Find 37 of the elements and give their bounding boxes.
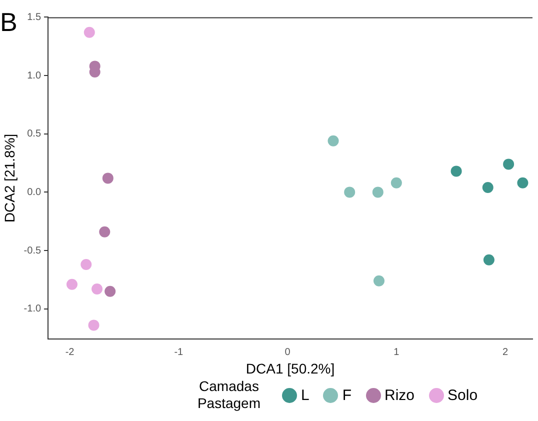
chart-title: B [0, 6, 18, 37]
y-tick-label: 0.5 [27, 128, 42, 140]
point [373, 275, 384, 286]
point [483, 254, 494, 266]
y-axis-title: DCA2 [21.8%] [1, 134, 18, 223]
x-tick-label: 2 [502, 346, 508, 358]
point [372, 186, 384, 198]
legend-label: Solo [448, 386, 478, 404]
y-tick-label: 1.0 [27, 70, 42, 82]
point [88, 320, 100, 331]
point [450, 166, 462, 177]
x-axis-title: DCA1 [50.2%] [246, 360, 335, 376]
x-tick-label: 0 [284, 346, 291, 358]
point [102, 172, 114, 184]
point [517, 177, 528, 188]
point [92, 284, 103, 295]
legend-label: F [342, 386, 352, 404]
x-tick-label: 1 [394, 346, 400, 358]
point [84, 26, 95, 38]
point [99, 226, 110, 238]
point [66, 278, 78, 290]
x-tick-label: -1 [174, 346, 184, 358]
point [104, 286, 116, 297]
legend-title: Camadas Pastagem [196, 378, 262, 412]
y-tick-label: -1.0 [24, 304, 42, 315]
y-tick-label: 1.5 [27, 12, 42, 23]
point [503, 158, 514, 170]
legend-label: L [301, 386, 310, 404]
point [482, 182, 494, 194]
legend-label: Rizo [384, 386, 415, 404]
point [80, 259, 92, 270]
point [344, 186, 356, 198]
y-tick-label: 0.0 [27, 186, 42, 198]
y-tick-label: -0.5 [24, 245, 42, 256]
point [390, 177, 402, 188]
point [328, 135, 339, 146]
x-tick-label: -2 [65, 346, 75, 358]
